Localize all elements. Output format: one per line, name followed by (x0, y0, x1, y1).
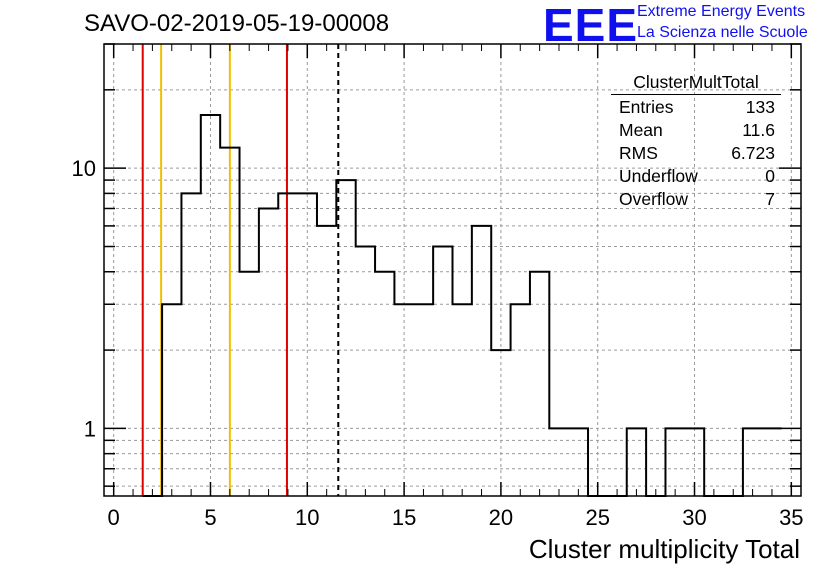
logo-line-1: Extreme Energy Events (637, 3, 806, 20)
x-tick-label: 10 (295, 505, 319, 530)
stats-row-overflow: Overflow 7 (611, 189, 781, 212)
axis-ticks (104, 43, 801, 496)
stats-value: 6.723 (731, 143, 775, 163)
stats-label: RMS (619, 143, 658, 163)
stats-box-title: ClusterMultTotal (611, 72, 781, 95)
stats-value: 133 (745, 97, 775, 117)
stats-value: 0 (765, 166, 775, 186)
eee-logo-mark: EEE (543, 0, 639, 51)
stats-value: 7 (765, 189, 775, 209)
logo-line-2: La Scienza nelle Scuole (637, 24, 808, 41)
stats-label: Mean (619, 120, 663, 140)
stats-row-underflow: Underflow 0 (611, 166, 781, 189)
plot-frame (103, 43, 802, 497)
x-tick-label: 35 (779, 505, 803, 530)
x-tick-label: 15 (392, 505, 416, 530)
x-axis-label: Cluster multiplicity Total (528, 534, 800, 564)
y-tick-label: 1 (84, 416, 96, 441)
stats-box: ClusterMultTotal Entries 133 Mean 11.6 R… (611, 72, 781, 212)
stats-label: Overflow (619, 189, 689, 209)
x-tick-label: 25 (585, 505, 609, 530)
stats-value: 11.6 (742, 120, 775, 140)
stats-row-entries: Entries 133 (611, 97, 781, 120)
stats-row-rms: RMS 6.723 (611, 143, 781, 166)
stats-label: Entries (619, 97, 674, 117)
stats-label: Underflow (619, 166, 698, 186)
x-tick-label: 0 (108, 505, 120, 530)
plot-title: SAVO-02-2019-05-19-00008 (84, 10, 390, 37)
axis-tick-labels: 0 5 10 15 20 25 30 35 1 10 (72, 156, 804, 530)
stats-row-mean: Mean 11.6 (611, 120, 781, 143)
x-tick-label: 20 (489, 505, 513, 530)
x-tick-label: 30 (682, 505, 706, 530)
y-tick-label: 10 (72, 156, 96, 181)
x-tick-label: 5 (204, 505, 216, 530)
